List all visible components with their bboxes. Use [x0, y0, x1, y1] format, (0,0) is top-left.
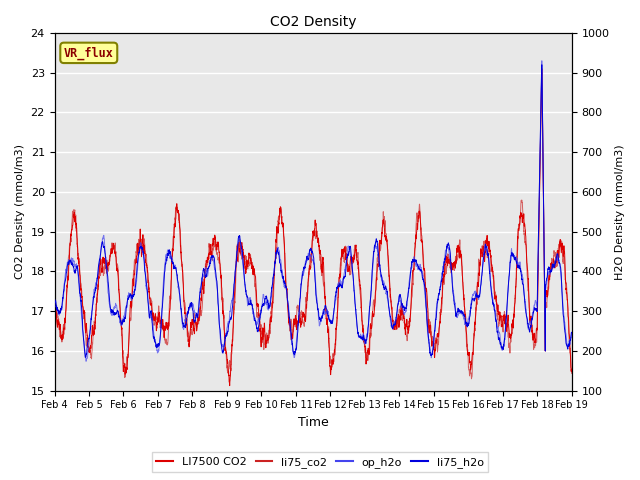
Legend: LI7500 CO2, li75_co2, op_h2o, li75_h2o: LI7500 CO2, li75_co2, op_h2o, li75_h2o	[152, 452, 488, 472]
Title: CO2 Density: CO2 Density	[270, 15, 356, 29]
Y-axis label: H2O Density (mmol/m3): H2O Density (mmol/m3)	[615, 144, 625, 280]
Y-axis label: CO2 Density (mmol/m3): CO2 Density (mmol/m3)	[15, 144, 25, 279]
X-axis label: Time: Time	[298, 416, 328, 429]
Text: VR_flux: VR_flux	[64, 46, 114, 60]
